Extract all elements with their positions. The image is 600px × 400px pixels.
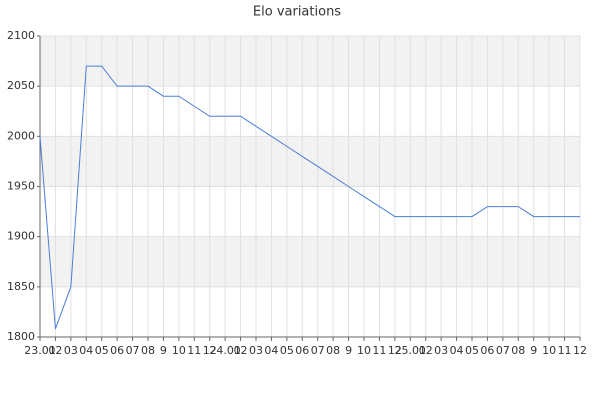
x-tick-label: 07: [126, 344, 140, 357]
x-tick-label: 06: [480, 344, 494, 357]
x-tick-label: 06: [110, 344, 124, 357]
x-tick-label: 10: [172, 344, 186, 357]
x-tick-label: 10: [357, 344, 371, 357]
x-tick-label: 05: [465, 344, 479, 357]
x-tick-label: 03: [249, 344, 263, 357]
x-tick-label: 08: [141, 344, 155, 357]
x-tick-label: 08: [326, 344, 340, 357]
x-tick-label: 9: [345, 344, 352, 357]
x-tick-label: 02: [234, 344, 248, 357]
x-tick-label: 02: [48, 344, 62, 357]
x-tick-label: 05: [95, 344, 109, 357]
x-tick-label: 04: [450, 344, 464, 357]
y-tick-label: 1800: [7, 330, 35, 343]
x-tick-label: 25.01: [395, 344, 427, 357]
x-tick-label: 12: [203, 344, 217, 357]
x-tick-label: 08: [511, 344, 525, 357]
x-tick-label: 10: [542, 344, 556, 357]
x-tick-label: 9: [160, 344, 167, 357]
x-tick-label: 03: [434, 344, 448, 357]
y-tick-label: 2000: [7, 129, 35, 142]
x-tick-label: 02: [419, 344, 433, 357]
x-tick-label: 9: [530, 344, 537, 357]
x-tick-label: 05: [280, 344, 294, 357]
x-tick-label: 12: [388, 344, 402, 357]
chart-title: Elo variations: [253, 5, 341, 20]
y-tick-label: 1900: [7, 230, 35, 243]
x-tick-label: 11: [558, 344, 572, 357]
x-tick-label: 07: [496, 344, 510, 357]
x-tick-label: 11: [187, 344, 201, 357]
y-tick-label: 1850: [7, 280, 35, 293]
data-line: [39, 65, 580, 330]
x-tick-label: 12: [573, 344, 587, 357]
y-tick-label: 2050: [7, 79, 35, 92]
x-tick-label: 11: [372, 344, 386, 357]
x-tick-label: 04: [264, 344, 278, 357]
y-tick-label: 1950: [7, 180, 35, 193]
y-tick-label: 2100: [7, 29, 35, 42]
x-tick-label: 24.01: [209, 344, 241, 357]
x-tick-label: 23.01: [24, 344, 56, 357]
x-tick-label: 07: [311, 344, 325, 357]
grid-band: [40, 36, 580, 87]
x-tick-label: 03: [64, 344, 78, 357]
x-tick-label: 04: [79, 344, 93, 357]
grid-band: [40, 236, 580, 287]
x-tick-label: 06: [295, 344, 309, 357]
